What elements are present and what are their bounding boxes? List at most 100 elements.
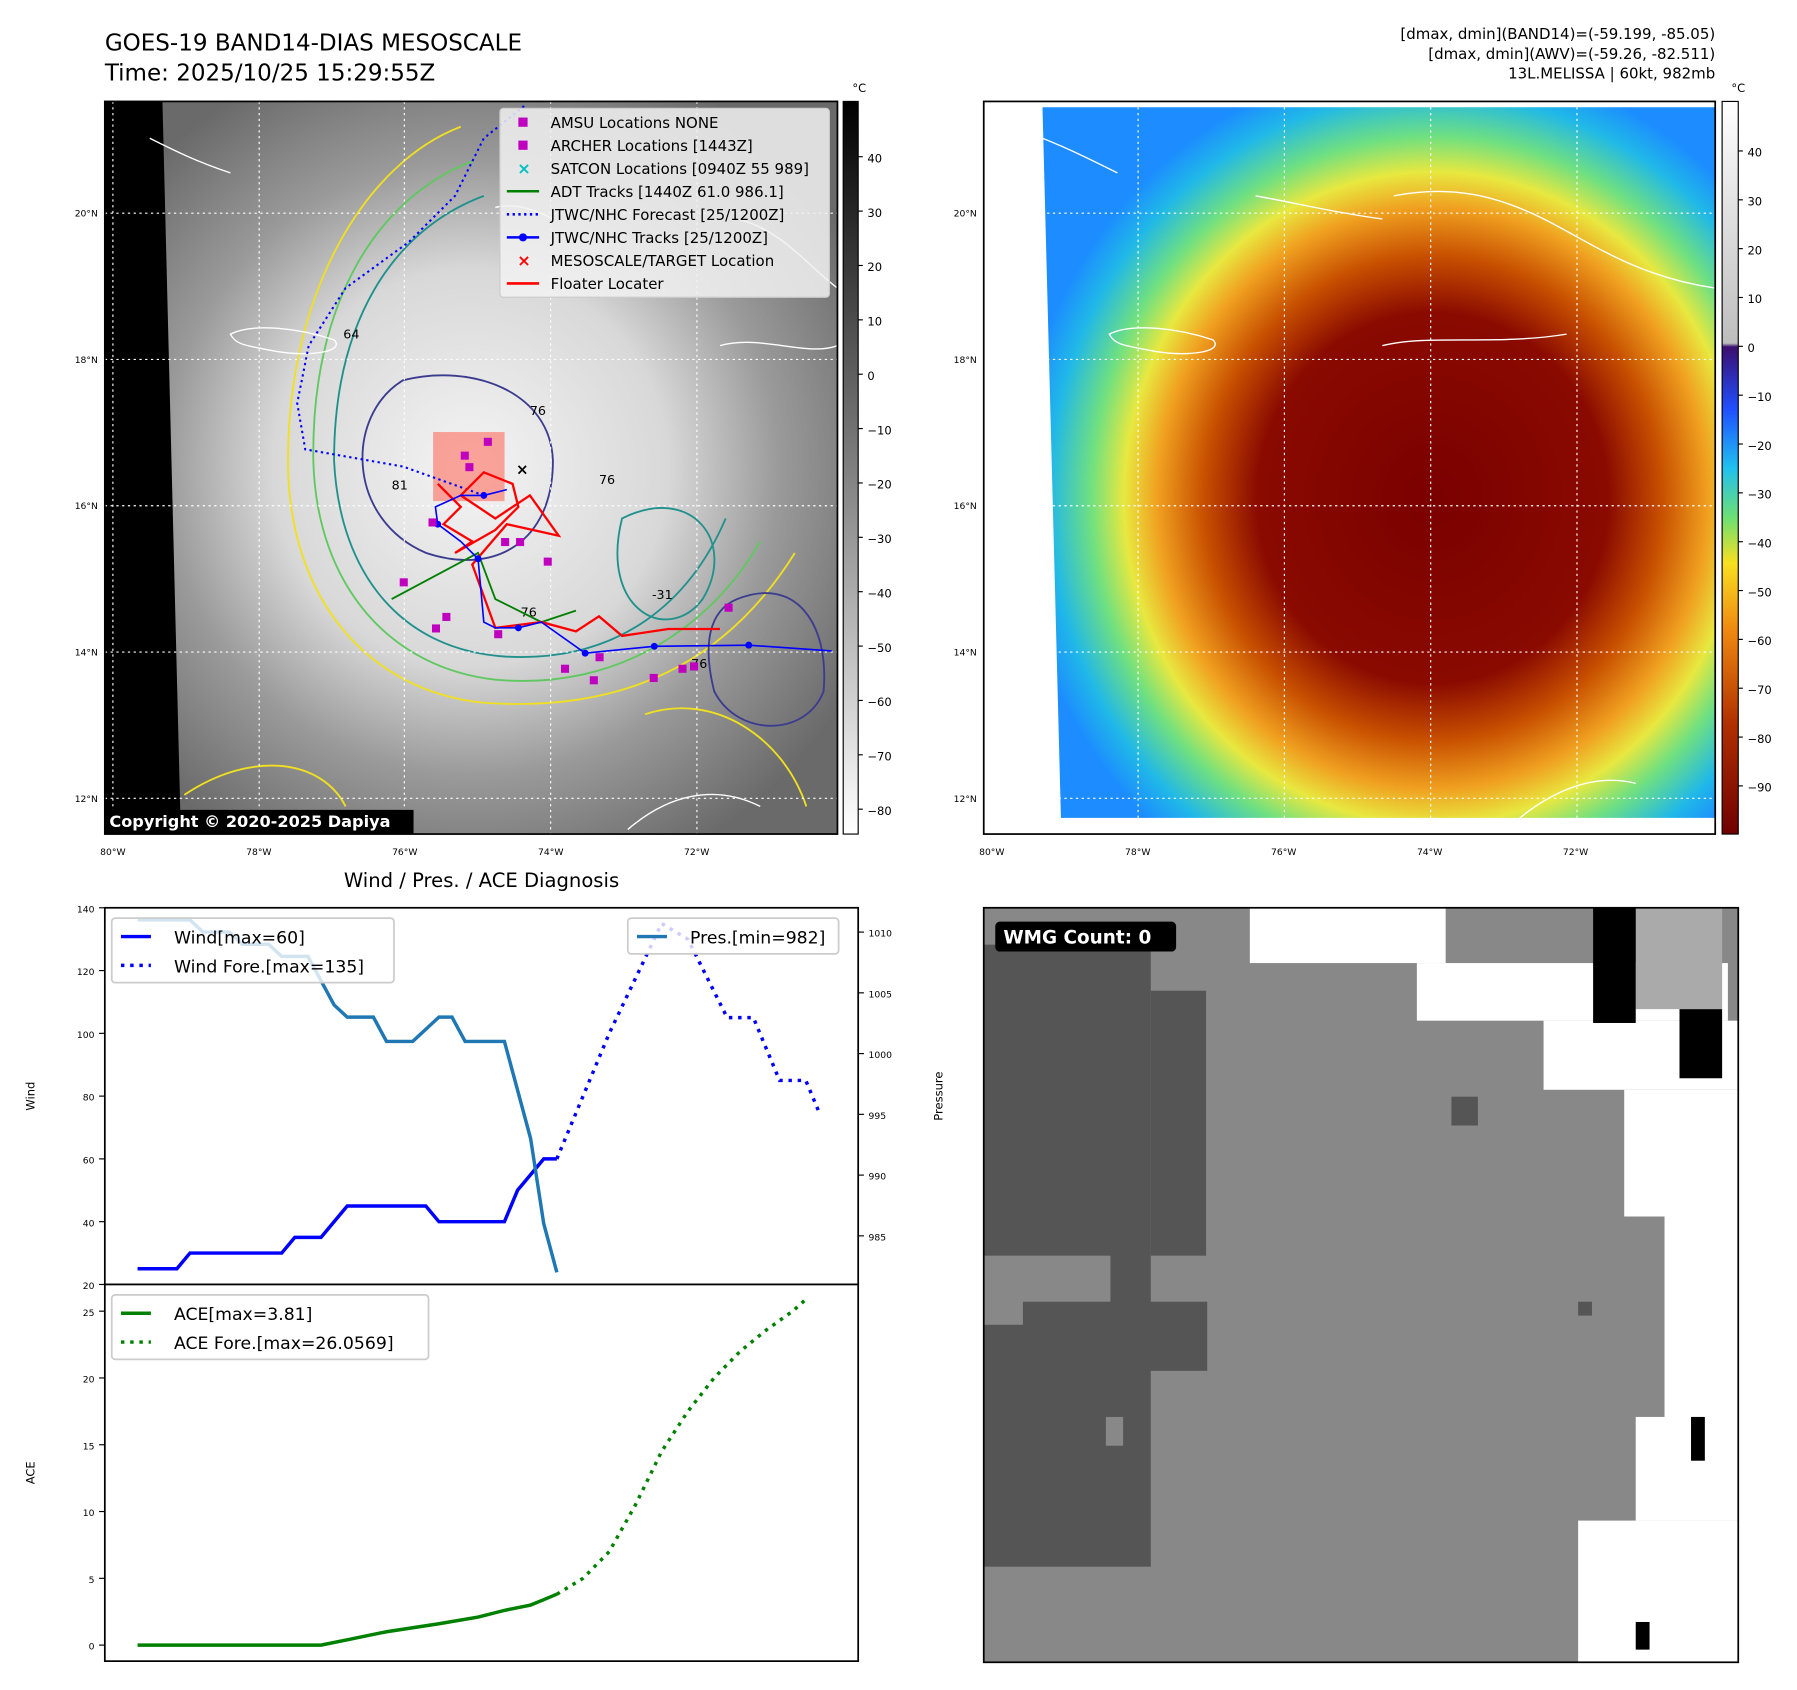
colorbar-ticks: 40 30 20 10 0 −10 −20 −30 −40 −50 −60 −70 −80 −90 bbox=[1738, 146, 1772, 795]
y-tick-label: 40 bbox=[83, 1218, 95, 1229]
lon-tick-label: 74°W bbox=[538, 847, 563, 858]
legend-box bbox=[626, 917, 840, 955]
colorbar-tick-label: −40 bbox=[867, 586, 891, 600]
map1-frame bbox=[103, 100, 839, 835]
y-tick-label: 20 bbox=[83, 1281, 95, 1292]
legend-label: Floater Locater bbox=[551, 275, 665, 293]
colorbar-tick-label: 20 bbox=[1747, 243, 1762, 257]
band14-stats: [dmax, dmin](BAND14)=(-59.199, -85.05) bbox=[1400, 25, 1715, 43]
colorbar-tick-label: −40 bbox=[1747, 536, 1771, 550]
y-tick-label: 0 bbox=[89, 1642, 95, 1653]
wmg-gray-region bbox=[1635, 907, 1723, 1010]
lon-tick-label: 72°W bbox=[684, 847, 709, 858]
legend-label: JTWC/NHC Forecast [25/1200Z] bbox=[550, 206, 785, 224]
lat-tick-label: 14°N bbox=[954, 648, 977, 659]
colorbar-ticks: 40 30 20 10 0 −10 −20 −30 −40 −50 −60 −70 −80 bbox=[858, 151, 892, 818]
ir-map-panel: 76 81 76 76 64 -31 76 × AMSU Locations bbox=[104, 101, 838, 835]
colorbar-tick-label: −50 bbox=[1747, 585, 1771, 599]
colorbar-awv bbox=[1721, 100, 1739, 835]
y-tick-label: 5 bbox=[89, 1575, 95, 1586]
colorbar-tick-label: −10 bbox=[867, 423, 891, 437]
map1-axes: 20°N 18°N 16°N 14°N 12°N 80°W 78°W 76°W 74°W 72°W bbox=[75, 209, 710, 858]
wmg-dark-region bbox=[1578, 1301, 1592, 1316]
y-tick-label: 60 bbox=[83, 1156, 95, 1167]
awv-image bbox=[1042, 107, 1716, 818]
wmg-dark-region bbox=[1150, 990, 1207, 1256]
y2-tick-label: 985 bbox=[869, 1232, 887, 1243]
legend-label: ACE Fore.[max=26.0569] bbox=[174, 1334, 394, 1354]
legend-square-icon bbox=[518, 117, 528, 127]
lon-tick-label: 74°W bbox=[1417, 847, 1442, 858]
legend-square-icon bbox=[518, 140, 528, 150]
colorbar-tick-label: 20 bbox=[867, 260, 882, 274]
colorbar-tick-label: −20 bbox=[867, 478, 891, 492]
y-axis-label: Wind bbox=[24, 1082, 38, 1111]
colorbar-tick-label: 40 bbox=[1747, 146, 1762, 160]
floater-track bbox=[436, 471, 720, 638]
wind-pressure-plot: 20 40 60 80 100 120 140 985 990 995 1000 1005 1010 Wi… bbox=[24, 904, 946, 1292]
coastlines bbox=[1042, 137, 1716, 830]
y2-tick-label: 1005 bbox=[869, 989, 893, 1000]
legend-label: Wind[max=60] bbox=[174, 928, 305, 948]
wmg-black-region bbox=[1679, 1009, 1723, 1079]
archer-points bbox=[399, 437, 733, 685]
lat-tick-label: 12°N bbox=[75, 794, 98, 805]
svg-text:76: 76 bbox=[521, 604, 537, 619]
wmg-clear-region bbox=[1635, 1416, 1740, 1521]
y-tick-label: 25 bbox=[83, 1308, 95, 1319]
copyright-text: Copyright © 2020-2025 Dapiya bbox=[109, 812, 390, 831]
wmg-label-box bbox=[995, 921, 1177, 952]
legend-label: ARCHER Locations [1443Z] bbox=[551, 137, 753, 155]
legend-x-icon: × bbox=[517, 251, 531, 270]
lon-tick-label: 72°W bbox=[1563, 847, 1588, 858]
colorbar-tick-label: 40 bbox=[867, 151, 882, 165]
wmg-black-region bbox=[1593, 907, 1636, 1023]
wmg-black-region bbox=[1691, 1416, 1705, 1461]
lat-tick-label: 12°N bbox=[954, 794, 977, 805]
y-tick-label: 120 bbox=[77, 967, 95, 978]
legend-label: ADT Tracks [1440Z 61.0 986.1] bbox=[551, 183, 784, 201]
legend-box bbox=[110, 1293, 430, 1361]
y2-axis-label: Pressure bbox=[931, 1072, 945, 1121]
legend-label: Wind Fore.[max=135] bbox=[174, 957, 364, 977]
svg-text:-31: -31 bbox=[652, 587, 673, 602]
legend-x-icon: × bbox=[517, 159, 531, 178]
svg-text:76: 76 bbox=[530, 403, 546, 418]
y-tick-label: 140 bbox=[77, 904, 95, 915]
svg-text:64: 64 bbox=[343, 327, 359, 342]
map-legend: AMSU Locations NONE ARCHER Locations [144… bbox=[499, 107, 830, 298]
colorbar-tick-label: 0 bbox=[867, 369, 874, 383]
y-tick-label: 15 bbox=[83, 1441, 95, 1452]
y-axis-label: ACE bbox=[24, 1461, 38, 1484]
series-line-wind-fore- bbox=[555, 921, 821, 1160]
colorbar-tick-label: −60 bbox=[1747, 634, 1771, 648]
storm-info: 13L.MELISSA | 60kt, 982mb bbox=[1508, 64, 1715, 82]
lat-tick-label: 18°N bbox=[75, 355, 98, 366]
lat-tick-label: 16°N bbox=[75, 501, 98, 512]
colorbar-tick-label: 10 bbox=[867, 315, 882, 329]
lat-tick-label: 20°N bbox=[954, 209, 977, 220]
y2-tick-label: 990 bbox=[869, 1172, 887, 1183]
colorbar-tick-label: −70 bbox=[867, 750, 891, 764]
lat-tick-label: 16°N bbox=[954, 501, 977, 512]
awv-stats: [dmax, dmin](AWV)=(-59.26, -82.511) bbox=[1428, 45, 1715, 63]
wmg-panel bbox=[983, 907, 1740, 1663]
wmg-clear-region bbox=[1249, 907, 1446, 964]
lon-tick-label: 78°W bbox=[246, 847, 271, 858]
colorbar-tick-label: −80 bbox=[1747, 732, 1771, 746]
lon-tick-label: 80°W bbox=[979, 847, 1004, 858]
target-marker-icon: × bbox=[516, 461, 529, 479]
y-tick-label: 20 bbox=[83, 1375, 95, 1386]
wmg-light-region bbox=[1105, 1416, 1124, 1446]
wmg-clear-region bbox=[1624, 1089, 1740, 1217]
colorbar-tick-label: −30 bbox=[1747, 488, 1771, 502]
lon-tick-label: 78°W bbox=[1125, 847, 1150, 858]
legend-box bbox=[110, 917, 395, 984]
colorbar-tick-label: −80 bbox=[867, 804, 891, 818]
colorbar-tick-label: −10 bbox=[1747, 390, 1771, 404]
y-tick-label: 10 bbox=[83, 1508, 95, 1519]
colorbar-tick-label: 10 bbox=[1747, 292, 1762, 306]
lon-tick-label: 76°W bbox=[392, 847, 417, 858]
map2-frame bbox=[982, 100, 1717, 835]
no-data-strip bbox=[104, 101, 181, 835]
